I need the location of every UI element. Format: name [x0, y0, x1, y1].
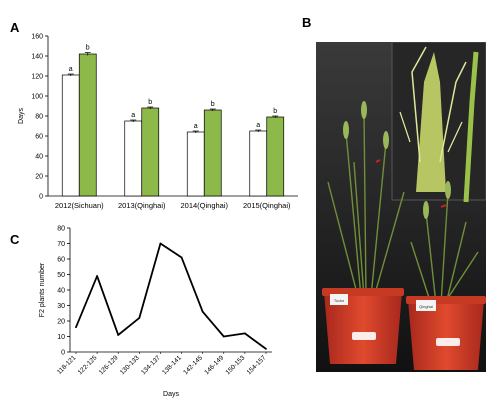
x-axis-label: Days: [163, 391, 179, 398]
data-point: [222, 335, 225, 338]
significance-label: b: [273, 108, 277, 115]
bar: [78, 53, 97, 197]
data-point: [117, 334, 120, 336]
y-tick-label: 40: [57, 288, 65, 295]
data-point: [96, 275, 99, 277]
panel-label-b: B: [302, 15, 312, 30]
plant-photo-illustration: Tudor Qinghai: [316, 42, 486, 372]
significance-label: b: [148, 99, 152, 106]
y-tick-label: 60: [57, 257, 65, 264]
data-point: [75, 326, 77, 329]
data-point: [138, 317, 141, 319]
data-point: [180, 256, 183, 259]
bar: [141, 107, 160, 197]
y-tick-label: 30: [57, 303, 65, 310]
y-tick-label: 10: [57, 334, 65, 341]
x-tick-label: 118-121: [56, 354, 78, 376]
chart-c-line-chart: 0 10 20 30 40 50 60 70 80 F2 plants number 118-121…: [39, 226, 272, 398]
x-tick-label: 2013(Qinghai): [118, 201, 166, 210]
significance-label: b: [211, 101, 215, 108]
bar: [266, 116, 285, 197]
y-tick-label: 70: [57, 241, 65, 248]
x-tick-label: 2015(Qinghai): [243, 201, 291, 210]
y-tick-label: 160: [31, 34, 43, 41]
significance-label: a: [131, 112, 135, 119]
bar: [249, 130, 268, 197]
y-tick-label: 0: [39, 194, 43, 201]
chart-a-bar-chart: 0 20 40 60 80 100 120 140 160 Days a b 2012(Sichuan)…: [18, 34, 298, 210]
pot-label-left: Tudor: [334, 298, 345, 303]
x-tick-label: 154-157: [246, 354, 268, 376]
y-axis-label: Days: [18, 108, 25, 124]
data-point: [243, 332, 246, 335]
y-tick-label: 100: [31, 94, 43, 101]
x-tick-label: 2014(Qinghai): [180, 201, 228, 210]
x-tick-label: 126-129: [98, 354, 120, 376]
y-tick-label: 0: [61, 350, 65, 357]
x-tick-label: 122-125: [77, 354, 99, 376]
y-tick-label: 140: [31, 54, 43, 61]
significance-label: a: [69, 66, 73, 73]
x-tick-label: 2012(Sichuan): [55, 201, 104, 210]
y-tick-label: 20: [35, 174, 43, 181]
x-tick-label: 146-149: [203, 354, 225, 376]
bar: [203, 109, 222, 197]
bar: [61, 74, 80, 197]
x-tick-label: 130-133: [119, 354, 141, 376]
y-tick-label: 60: [35, 134, 43, 141]
x-tick-label: 134-137: [140, 354, 162, 376]
bar: [124, 120, 143, 197]
data-point: [265, 348, 267, 350]
y-tick-label: 50: [57, 272, 65, 279]
y-tick-label: 20: [57, 319, 65, 326]
x-tick-label: 150-153: [224, 354, 246, 376]
y-tick-label: 40: [35, 154, 43, 161]
y-tick-label: 80: [35, 114, 43, 121]
x-tick-label: 138-141: [161, 354, 183, 376]
data-point: [201, 310, 204, 313]
significance-label: b: [86, 45, 90, 52]
data-point: [159, 242, 162, 245]
panel-label-c: C: [10, 232, 20, 247]
data-line: [75, 242, 267, 350]
significance-label: a: [194, 123, 198, 130]
significance-label: a: [256, 122, 260, 129]
bar: [186, 131, 205, 197]
y-tick-label: 120: [31, 74, 43, 81]
y-tick-label: 80: [57, 226, 65, 233]
y-axis-label: F2 plants number: [39, 262, 46, 317]
panel-label-a: A: [10, 20, 20, 35]
pot-label-right: Qinghai: [419, 304, 433, 309]
x-tick-label: 142-145: [182, 354, 204, 376]
plant-photo: Tudor Qinghai: [316, 42, 486, 372]
